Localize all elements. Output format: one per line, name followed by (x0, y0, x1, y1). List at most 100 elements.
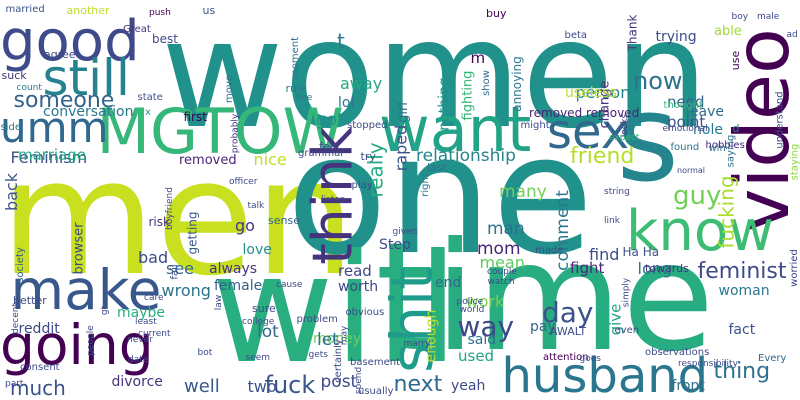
cloud-word: grammar (298, 148, 345, 159)
cloud-word: x (145, 107, 151, 118)
cloud-word: use (728, 50, 742, 70)
cloud-word: least (135, 316, 157, 327)
cloud-word: find (589, 245, 620, 264)
cloud-word: observations (645, 347, 710, 358)
cloud-word: fail (169, 264, 181, 280)
cloud-word: mom (477, 238, 521, 259)
cloud-word: first (183, 110, 207, 124)
cloud-word: another (66, 3, 110, 17)
cloud-word: Step (379, 237, 411, 253)
cloud-word: go (235, 216, 255, 235)
cloud-word: going (0, 312, 154, 377)
cloud-word: man (487, 218, 525, 239)
cloud-word: basement (350, 357, 400, 368)
cloud-word: certainly (332, 339, 344, 383)
cloud-word: sure (252, 301, 276, 315)
cloud-word: watch (487, 276, 515, 287)
cloud-word: mean (479, 253, 525, 272)
cloud-word: see (166, 259, 195, 278)
cloud-word: expect (609, 132, 640, 143)
cloud-word: show (480, 70, 492, 96)
cloud-word: suck (1, 68, 27, 82)
cloud-word: cause (276, 279, 303, 290)
cloud-word: link (604, 215, 620, 226)
cloud-word: side (0, 122, 22, 133)
cloud-word: front (671, 378, 705, 394)
cloud-word: s (616, 70, 680, 209)
cloud-word: found (670, 142, 700, 153)
cloud-word: said (467, 332, 497, 348)
cloud-word: want (379, 93, 532, 166)
cloud-word: well (184, 376, 220, 397)
cloud-word: goes (579, 353, 601, 364)
cloud-word: friend (570, 144, 635, 169)
cloud-word: attention (543, 352, 589, 363)
cloud-word: time (375, 211, 715, 385)
cloud-word: never (127, 334, 153, 345)
cloud-word: always (209, 261, 258, 277)
cloud-word: husband (501, 348, 709, 400)
cloud-word: risk (148, 215, 170, 229)
cloud-word: Thank (624, 14, 639, 52)
cloud-word: try (360, 149, 376, 163)
cloud-word: work (465, 292, 505, 311)
cloud-word: day (542, 296, 594, 329)
cloud-word: current (138, 328, 171, 339)
cloud-word: post (320, 371, 358, 392)
cloud-word: read (338, 261, 372, 280)
cloud-word: m (470, 48, 486, 67)
cloud-word: us (202, 3, 216, 17)
cloud-word: feel (319, 139, 340, 153)
cloud-word: trying (655, 29, 697, 45)
cloud-word: still (42, 49, 130, 107)
cloud-word: talk (247, 200, 265, 211)
cloud-word: way (457, 310, 515, 343)
cloud-word: worth (338, 279, 379, 295)
cloud-word: female (214, 278, 263, 294)
cloud-word: string (604, 186, 630, 197)
cloud-word: fuck (264, 371, 316, 399)
cloud-word: listen (321, 194, 346, 205)
cloud-word: conversation (43, 104, 134, 120)
cloud-word: someone (13, 88, 115, 113)
cloud-word: t (337, 29, 345, 53)
cloud-word: gt (99, 305, 110, 315)
cloud-word: world (459, 304, 485, 315)
cloud-word: now (633, 67, 683, 95)
cloud-word: umm (0, 103, 109, 152)
cloud-word: hobbies (705, 140, 745, 151)
cloud-word: sense (268, 213, 300, 227)
cloud-word: date (128, 354, 149, 365)
cloud-word: many (499, 181, 547, 202)
cloud-word: long (637, 259, 673, 278)
cloud-word: gets (308, 349, 328, 360)
cloud-word: got (316, 109, 344, 130)
cloud-word: two (247, 377, 277, 396)
cloud-word: fight (570, 258, 605, 277)
cloud-word: girl (395, 101, 411, 123)
cloud-word: couple (487, 266, 517, 277)
cloud-word: normal (677, 166, 706, 175)
cloud-word: away (340, 74, 383, 93)
cloud-word: point (667, 112, 706, 131)
cloud-word: leave (686, 104, 724, 120)
cloud-word: given (392, 226, 418, 237)
cloud-word: law (213, 294, 224, 310)
cloud-word: Every (758, 353, 787, 364)
cloud-word: one (286, 98, 594, 291)
cloud-word: beta (564, 30, 588, 41)
cloud-word: removed (179, 152, 237, 168)
cloud-word: count (16, 82, 42, 93)
cloud-word: wrong (161, 281, 211, 300)
cloud-word: bot (197, 347, 213, 358)
cloud-word: thing (713, 359, 771, 384)
cloud-word: raped (390, 124, 410, 172)
cloud-word: lol (338, 95, 355, 111)
cloud-word: sex (547, 104, 630, 160)
cloud-word: d (732, 121, 740, 135)
cloud-word: care (144, 292, 164, 303)
cloud-word: hole (693, 122, 723, 138)
cloud-word: getting (184, 211, 199, 255)
cloud-word: thought (663, 100, 703, 111)
